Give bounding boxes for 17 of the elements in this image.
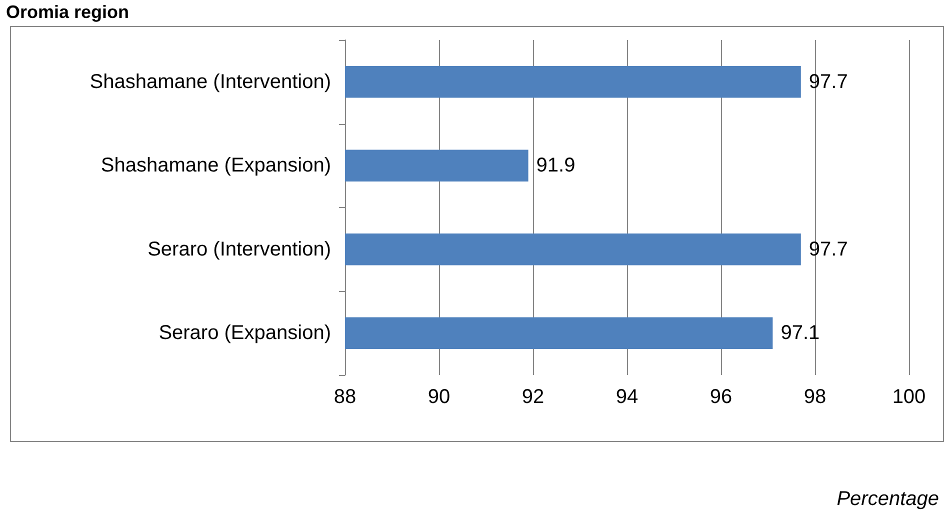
data-label: 91.9 [536, 154, 576, 177]
x-tick-label: 100 [892, 386, 926, 408]
y-tick-label: Seraro (Intervention) [148, 238, 331, 260]
x-tick-label: 92 [522, 386, 544, 408]
x-tick-label: 94 [616, 386, 638, 408]
data-label: 97.7 [808, 70, 848, 93]
y-tick-label: Shashamane (Expansion) [100, 154, 331, 177]
data-label: 97.1 [780, 322, 820, 344]
x-tick-label: 88 [334, 386, 356, 408]
text: Percentage [836, 488, 939, 511]
x-tick-label: 90 [428, 386, 450, 408]
x-tick-label: 96 [710, 386, 732, 408]
x-tick-label: 98 [804, 386, 826, 408]
y-tick-label: Seraro (Expansion) [158, 322, 331, 344]
y-tick-label: Shashamane (Intervention) [90, 70, 331, 93]
data-label: 97.7 [808, 238, 848, 260]
text: Oromia region [6, 2, 130, 23]
